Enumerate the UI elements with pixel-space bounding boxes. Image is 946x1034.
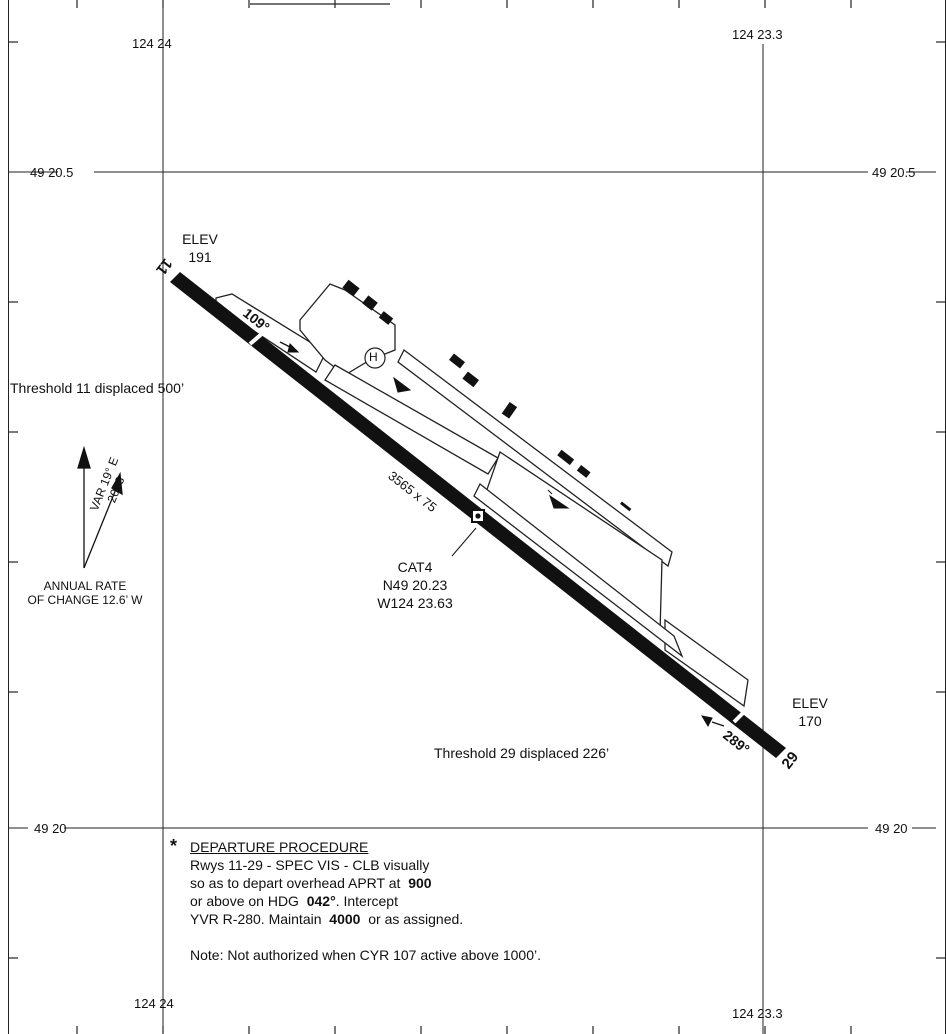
lon-label-top-west: 124 24: [132, 36, 172, 51]
departure-note: Note: Not authorized when CYR 107 active…: [190, 947, 541, 963]
departure-line4: YVR R-280. Maintain 4000 or as assigned.: [190, 911, 464, 927]
arrow-109-head: [287, 343, 300, 353]
annual-rate-line2: OF CHANGE 12.6’ W: [27, 593, 143, 607]
departure-line1: Rwys 11-29 - SPEC VIS - CLB visually: [190, 857, 430, 873]
departure-line3: or above on HDG 042°. Intercept: [190, 893, 398, 909]
departure-procedure: DEPARTURE PROCEDURE Rwys 11-29 - SPEC VI…: [190, 838, 541, 964]
lon-label-bottom-east: 124 23.3: [732, 1006, 783, 1021]
taxiway-a: [324, 364, 499, 475]
departure-heading: 042°: [306, 893, 336, 909]
arrow-nw: [393, 376, 412, 393]
arp-category: CAT4: [397, 559, 433, 575]
departure-star: *: [170, 836, 178, 856]
helipad-circle: [364, 347, 386, 369]
lat-label-north-east: 49 20.5: [872, 165, 916, 180]
elev-east: ELEV 170: [786, 694, 834, 730]
graticule: [8, 8, 936, 1034]
taxiway-b: [473, 482, 684, 658]
taxi-arrows: [279, 341, 725, 728]
lon-label-bottom-west: 124 24: [134, 996, 174, 1011]
threshold-11-note: Threshold 11 displaced 500’: [10, 380, 185, 396]
elev-west-label: ELEV: [182, 231, 218, 247]
lon-label-top-east: 124 23.3: [732, 27, 783, 42]
arrow-289-head: [700, 715, 713, 728]
true-north-arrow: [77, 445, 91, 469]
departure-altitude-900: 900: [408, 875, 432, 891]
elev-west-value: 191: [188, 249, 212, 265]
departure-spacer: [190, 928, 541, 946]
elev-east-value: 170: [798, 713, 822, 729]
elev-west: ELEV 191: [176, 230, 224, 266]
helipad-label: H: [369, 350, 378, 364]
buildings: [342, 279, 632, 512]
departure-title: DEPARTURE PROCEDURE: [190, 839, 369, 855]
lat-label-north-west: 49 20.5: [30, 165, 74, 180]
arp-latitude: N49 20.23: [382, 577, 448, 593]
departure-line2: so as to depart overhead APRT at 900: [190, 875, 432, 891]
annual-rate-line1: ANNUAL RATE: [43, 579, 127, 593]
arp-longitude: W124 23.63: [377, 595, 453, 611]
arp-info: CAT4 N49 20.23 W124 23.63: [360, 558, 470, 612]
threshold-29-note: Threshold 29 displaced 226’: [434, 745, 610, 761]
lat-label-south-west: 49 20: [34, 821, 67, 836]
lat-label-south-east: 49 20: [875, 821, 908, 836]
magvar-arrows: [77, 445, 123, 569]
annual-rate: ANNUAL RATE OF CHANGE 12.6’ W: [0, 579, 170, 607]
arrow-center: [549, 494, 570, 509]
taxiway-parallel: [397, 349, 673, 568]
arp-marker: [451, 509, 485, 557]
taxiways: [215, 283, 749, 708]
magnetic-north-arrow: [111, 471, 123, 496]
elev-east-label: ELEV: [792, 695, 828, 711]
departure-altitude-4000: 4000: [329, 911, 361, 927]
